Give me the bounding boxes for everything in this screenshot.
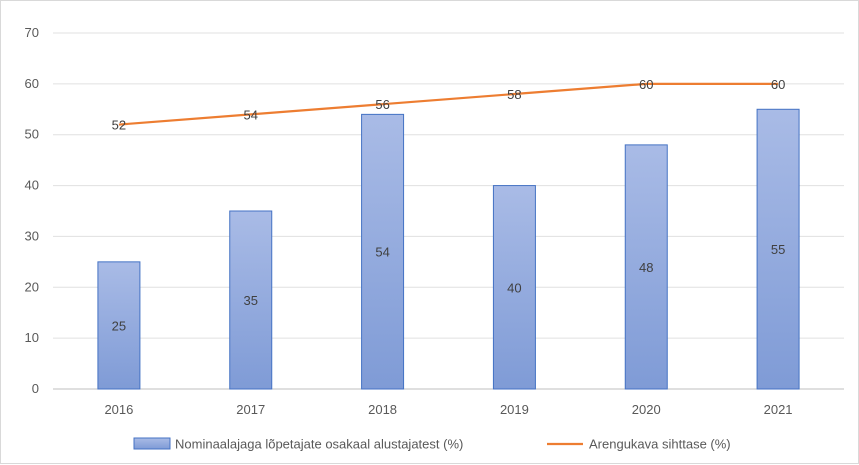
y-tick-label: 60 xyxy=(25,76,39,91)
bar xyxy=(624,144,668,390)
bar-value-label: 35 xyxy=(244,293,258,308)
bar xyxy=(492,185,536,390)
line-value-label: 60 xyxy=(639,77,653,92)
bar-value-label: 25 xyxy=(112,318,126,333)
y-tick-label: 30 xyxy=(25,228,39,243)
bar-value-label: 54 xyxy=(375,245,389,260)
y-tick-label: 40 xyxy=(25,178,39,193)
y-tick-label: 70 xyxy=(25,25,39,40)
x-tick-label: 2020 xyxy=(632,402,661,417)
line-series xyxy=(118,82,779,126)
line-value-label: 52 xyxy=(112,118,126,133)
bar-series xyxy=(97,108,800,390)
bar-data-labels: 25 35 54 40 48 55 xyxy=(112,242,786,333)
line-value-label: 58 xyxy=(507,87,521,102)
y-tick-label: 50 xyxy=(25,127,39,142)
bar-value-label: 48 xyxy=(639,260,653,275)
y-tick-label: 10 xyxy=(25,330,39,345)
x-tick-label: 2017 xyxy=(236,402,265,417)
line-value-label: 56 xyxy=(375,97,389,112)
bar xyxy=(756,108,800,390)
x-axis-ticks: 2016 2017 2018 2019 2020 2021 xyxy=(104,402,792,417)
line-value-label: 54 xyxy=(244,107,258,122)
bar-value-label: 40 xyxy=(507,280,521,295)
x-tick-label: 2019 xyxy=(500,402,529,417)
y-tick-label: 20 xyxy=(25,279,39,294)
bar xyxy=(97,261,141,390)
bar xyxy=(229,210,273,390)
x-tick-label: 2021 xyxy=(764,402,793,417)
line-value-label: 60 xyxy=(771,77,785,92)
target-line xyxy=(118,82,779,126)
line-data-labels: 52 54 56 58 60 60 xyxy=(112,77,786,133)
legend-swatch-bars xyxy=(133,437,171,450)
x-tick-label: 2016 xyxy=(104,402,133,417)
bar-value-label: 55 xyxy=(771,242,785,257)
legend: Nominaalajaga lõpetajate osakaal alustaj… xyxy=(133,437,731,452)
legend-label-bars: Nominaalajaga lõpetajate osakaal alustaj… xyxy=(175,437,463,452)
gridlines xyxy=(53,32,844,390)
y-axis-ticks: 0 10 20 30 40 50 60 70 xyxy=(25,25,39,396)
x-tick-label: 2018 xyxy=(368,402,397,417)
legend-label-line: Arengukava sihttase (%) xyxy=(589,437,731,452)
y-tick-label: 0 xyxy=(32,381,39,396)
bar xyxy=(361,113,405,390)
